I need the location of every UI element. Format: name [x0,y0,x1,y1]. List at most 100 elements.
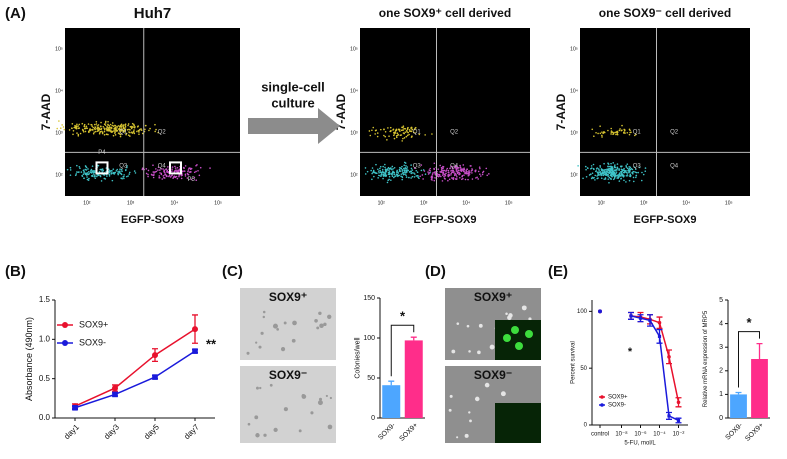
event-dot [441,167,443,169]
event-dot [377,168,379,171]
event-dot [190,178,193,181]
event-dot [123,174,125,176]
cell-speck [521,305,527,311]
event-dot [399,134,402,137]
panel-label: (A) [5,5,26,22]
event-dot [626,174,629,177]
event-dot [116,168,119,171]
event-dot [107,120,109,123]
event-dot [184,173,187,176]
event-dot [382,165,384,168]
event-dot [126,166,128,169]
event-dot [469,165,472,167]
x-tick-label: 10⁻² [673,432,685,438]
event-dot [411,175,414,178]
event-dot [405,174,407,177]
event-dot [404,131,407,133]
event-dot [100,125,102,128]
event-dot [460,170,463,173]
event-dot [619,174,621,176]
event-dot [462,164,465,166]
x-axis-label: 5-FU, mol/L [624,441,656,447]
flow-y-tick: 10² [570,172,578,178]
event-dot [602,131,605,134]
event-dot [128,173,131,175]
event-dot [411,172,414,174]
event-dot [175,169,177,171]
event-dot [400,175,402,177]
event-dot [453,174,456,177]
event-dot [123,177,125,180]
event-dot [124,127,127,129]
event-dot [123,130,125,132]
event-dot [178,168,181,170]
event-dot [450,165,452,167]
event-dot [114,171,116,174]
event-dot [62,126,65,128]
event-dot [625,166,628,168]
event-dot [102,125,105,128]
event-dot [405,129,408,132]
event-dot [617,177,619,179]
event-dot [99,130,102,133]
event-dot [431,133,433,135]
event-dot [615,133,617,136]
significance-bracket [738,331,760,388]
event-dot [379,171,382,174]
event-dot [386,181,389,184]
event-dot [632,180,635,183]
event-dot [153,173,155,175]
event-dot [79,132,82,135]
event-dot [375,163,377,166]
event-dot [402,129,404,131]
cell-speck [466,324,470,328]
event-dot [448,173,450,176]
event-dot [402,173,405,176]
flow-y-tick: 10⁴ [570,88,578,94]
event-dot [93,170,95,173]
event-dot [393,166,396,169]
control-point [598,309,602,314]
event-dot [470,170,473,172]
event-dot [100,180,103,182]
event-dot [625,174,628,177]
event-dot [619,128,621,130]
event-dot [407,169,409,172]
event-dot [427,171,429,173]
event-dot [384,171,386,174]
event-dot [73,126,76,129]
flow-x-tick: 10³ [420,200,428,206]
event-dot [612,174,615,177]
event-dot [608,169,611,172]
event-dot [175,175,178,178]
event-dot [439,164,441,167]
cell-speck [269,383,273,387]
event-dot [621,165,623,167]
gate-label: Q4 [670,163,679,169]
event-dot [94,130,97,133]
event-dot [454,172,457,175]
event-dot [406,166,409,168]
event-dot [373,175,375,178]
event-dot [485,167,488,170]
point [667,355,671,359]
event-dot [394,131,396,134]
event-dot [126,165,128,167]
y-tick-label: 100 [363,335,375,342]
event-dot [164,173,167,176]
point [676,418,681,423]
event-dot [601,134,603,137]
event-dot [83,125,86,127]
event-dot [109,128,112,130]
event-dot [180,177,183,180]
event-dot [614,166,617,169]
event-dot [165,174,168,177]
event-dot [591,172,594,175]
event-dot [434,172,436,175]
event-dot [413,128,416,131]
legend-label: SOX9+ [608,395,628,401]
event-dot [174,167,177,169]
event-dot [461,175,463,178]
event-dot [193,176,196,179]
event-dot [368,130,371,132]
